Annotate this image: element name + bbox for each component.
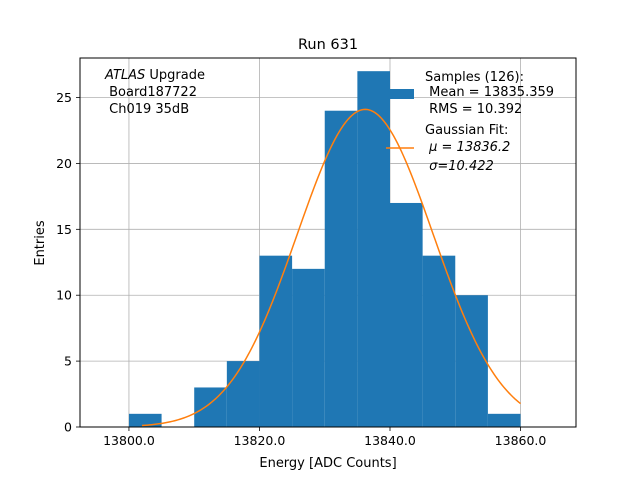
histogram-bar [422,255,456,427]
x-tick-label: 13840.0 [364,433,416,448]
atlas-annotation: ATLAS Upgrade Board187722 Ch019 35dB [104,68,205,117]
histogram-bars [128,71,521,427]
legend-samples-rms: RMS = 10.392 [425,102,522,117]
gaussian-fit-curve [141,108,522,427]
histogram-bar [259,255,293,427]
legend-fit-mu: μ = 13836.2 [425,140,510,155]
y-tick-label: 20 [56,156,72,171]
y-axis-label: Entries [33,220,48,266]
legend-samples-title: Samples (126): [425,70,524,85]
histogram-bar [390,202,423,427]
y-tick-label: 0 [64,420,72,435]
atlas-annotation-rest: Upgrade [145,68,205,83]
legend: Samples (126): Mean = 13835.359 RMS = 10… [386,70,554,174]
svg-text:ATLAS Upgrade: ATLAS Upgrade [104,68,205,83]
x-axis-label: Energy [ADC Counts] [259,456,396,471]
histogram-bar [455,295,488,427]
x-axis-ticks: 13800.0 13820.0 13840.0 13860.0 [103,427,546,448]
legend-fit-sigma: σ=10.422 [425,159,494,174]
legend-fit-title: Gaussian Fit: [425,123,508,138]
x-tick-label: 13820.0 [234,433,286,448]
plot-frame [79,57,577,428]
y-tick-label: 5 [64,354,72,369]
y-axis-ticks: 0 5 10 15 20 25 [56,90,80,435]
histogram-bar [324,110,358,427]
histogram-bar [292,268,325,427]
legend-samples-mean: Mean = 13835.359 [425,85,554,100]
y-tick-label: 25 [56,90,72,105]
histogram-bar [487,413,521,427]
atlas-annotation-channel: Ch019 35dB [105,102,189,117]
chart-title: Run 631 [298,37,358,53]
atlas-annotation-board: Board187722 [105,85,197,100]
legend-samples-patch [386,89,414,99]
x-tick-label: 13800.0 [103,433,155,448]
histogram-bar [226,361,260,427]
atlas-annotation-italic: ATLAS [104,68,145,83]
histogram-bar [128,413,162,427]
histogram-bar [357,71,390,427]
y-tick-label: 10 [56,288,72,303]
x-tick-label: 13860.0 [495,433,547,448]
y-tick-label: 15 [56,222,72,237]
